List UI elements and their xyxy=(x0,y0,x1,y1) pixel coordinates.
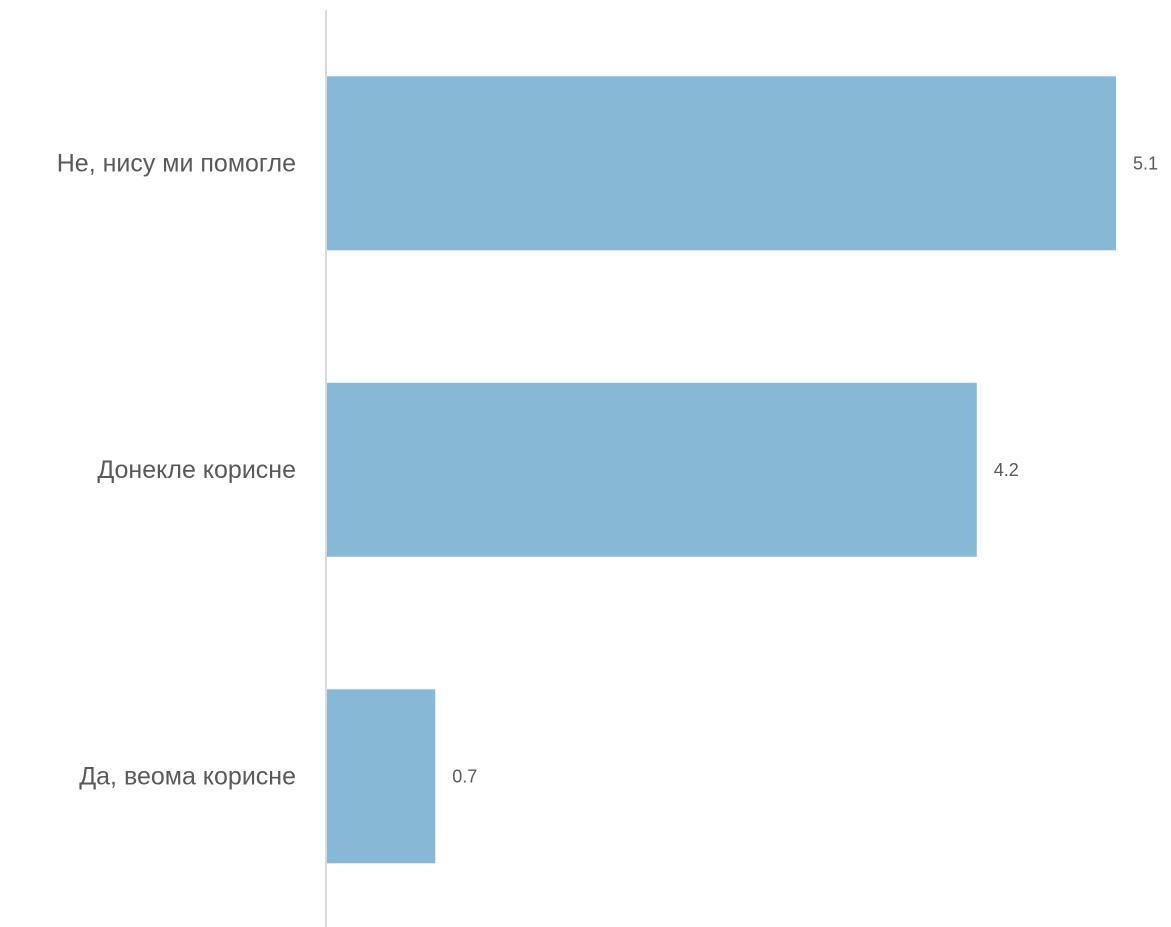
labels-layer: Не, нису ми помогле 5.1 Донекле корисне 4.2… xyxy=(57,149,1158,790)
bar xyxy=(327,382,977,557)
category-label: Донекле корисне xyxy=(97,456,296,484)
data-label: 4.2 xyxy=(994,460,1019,480)
data-label: 5.1 xyxy=(1133,153,1158,173)
data-label: 0.7 xyxy=(452,766,477,786)
category-label: Не, нису ми помогле xyxy=(57,149,296,177)
bars-layer xyxy=(327,76,1116,864)
bar xyxy=(327,76,1116,251)
bar xyxy=(327,689,436,864)
category-label: Да, веома корисне xyxy=(79,762,296,790)
